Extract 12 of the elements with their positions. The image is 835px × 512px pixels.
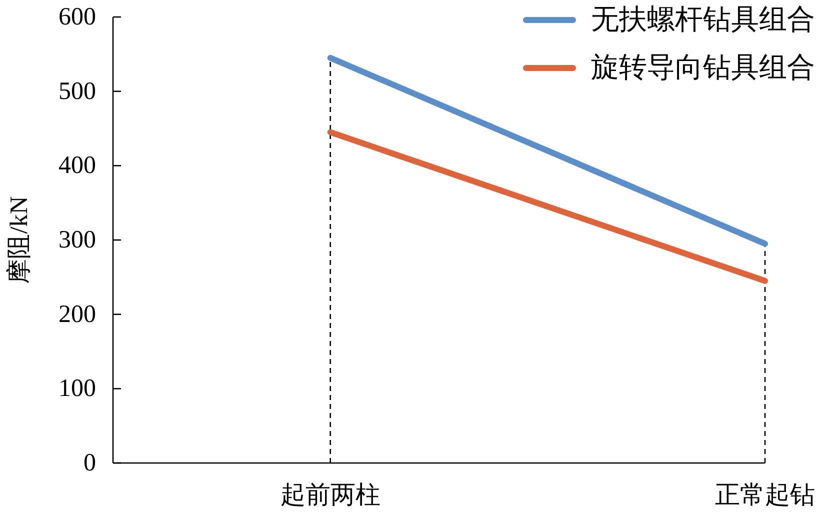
y-tick-label: 200 [58, 300, 96, 328]
y-tick-label: 400 [58, 152, 96, 180]
y-tick-label: 0 [84, 450, 96, 476]
y-axis-title: 摩阻/kN [5, 196, 33, 284]
y-tick-label: 500 [58, 78, 96, 105]
y-tick-label: 300 [58, 226, 96, 254]
x-tick-label: 正常起钻 [715, 482, 815, 509]
y-tick-label: 100 [58, 375, 96, 402]
legend-label: 无扶螺杆钻具组合 [591, 4, 815, 36]
legend-label: 旋转导向钻具组合 [591, 52, 815, 84]
x-tick-label: 起前两柱 [280, 482, 380, 509]
y-tick-label: 600 [58, 4, 96, 30]
